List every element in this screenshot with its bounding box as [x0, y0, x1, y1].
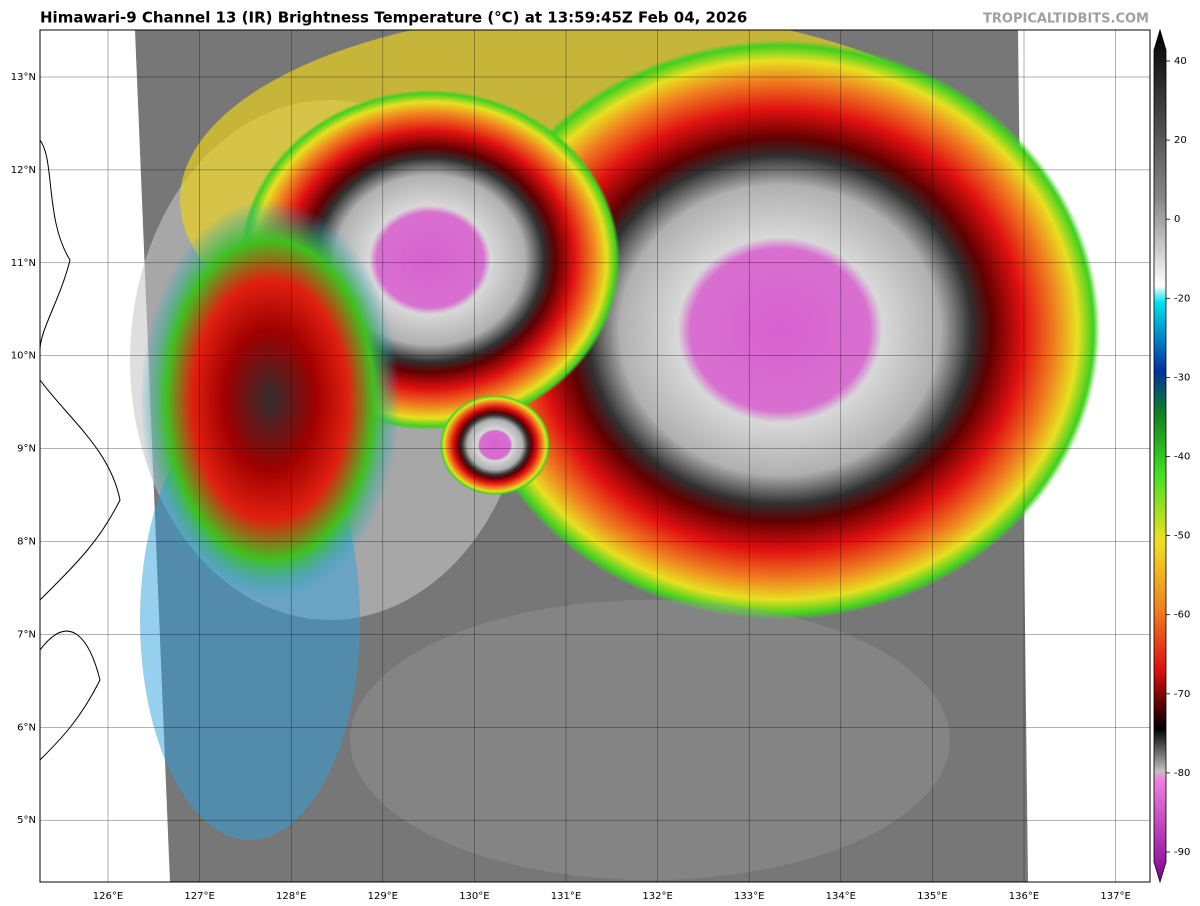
colorbar-tick-label: 20: [1174, 135, 1187, 146]
graticule: [40, 30, 1150, 882]
cloud-region: [350, 600, 950, 880]
longitude-label: 129°E: [368, 891, 398, 902]
storm-system: [460, 40, 1100, 620]
longitude-label: 128°E: [276, 891, 306, 902]
colorbar-tick-label: 0: [1174, 214, 1180, 225]
longitude-label: 135°E: [917, 891, 947, 902]
colorbar-tick-label: -50: [1174, 531, 1190, 542]
latitude-label: 12°N: [11, 165, 36, 176]
latitude-label: 13°N: [11, 72, 36, 83]
rain-band: [140, 200, 400, 600]
longitude-label: 136°E: [1009, 891, 1039, 902]
longitude-label: 127°E: [184, 891, 214, 902]
storm-cell: [440, 395, 550, 495]
axis-labels: 13°N 12°N 11°N 10°N 9°N 8°N 7°N 6°N 5°N 126°E 127°…: [11, 56, 1191, 902]
colorbar-tick-label: -70: [1174, 689, 1190, 700]
colorbar-tick-label: -30: [1174, 372, 1190, 383]
longitude-label: 126°E: [93, 891, 123, 902]
colorbar-tick-label: -60: [1174, 610, 1190, 621]
colorbar-tick-label: -90: [1174, 847, 1190, 858]
colorbar-tick-label: -20: [1174, 293, 1190, 304]
map-frame: [39, 29, 1151, 883]
title: Himawari-9 Channel 13 (IR) Brightness Te…: [40, 9, 747, 27]
latitude-label: 5°N: [17, 815, 36, 826]
colorbar-tick-label: 40: [1174, 56, 1187, 67]
latitude-label: 9°N: [17, 444, 36, 455]
coastline: [40, 139, 121, 761]
satellite-imagery: [40, 30, 1150, 882]
latitude-label: 6°N: [17, 722, 36, 733]
longitude-label: 132°E: [642, 891, 672, 902]
longitude-label: 137°E: [1100, 891, 1130, 902]
latitude-label: 11°N: [11, 258, 36, 269]
colorbar: [1153, 28, 1167, 884]
latitude-label: 10°N: [11, 351, 36, 362]
longitude-label: 131°E: [551, 891, 581, 902]
colorbar-tick-label: -80: [1174, 768, 1190, 779]
watermark: TROPICALTIDBITS.COM: [983, 12, 1149, 27]
colorbar-tick-label: -40: [1174, 452, 1190, 463]
longitude-label: 133°E: [734, 891, 764, 902]
latitude-label: 8°N: [17, 537, 36, 548]
latitude-label: 7°N: [17, 629, 36, 640]
longitude-label: 130°E: [459, 891, 489, 902]
longitude-label: 134°E: [826, 891, 856, 902]
